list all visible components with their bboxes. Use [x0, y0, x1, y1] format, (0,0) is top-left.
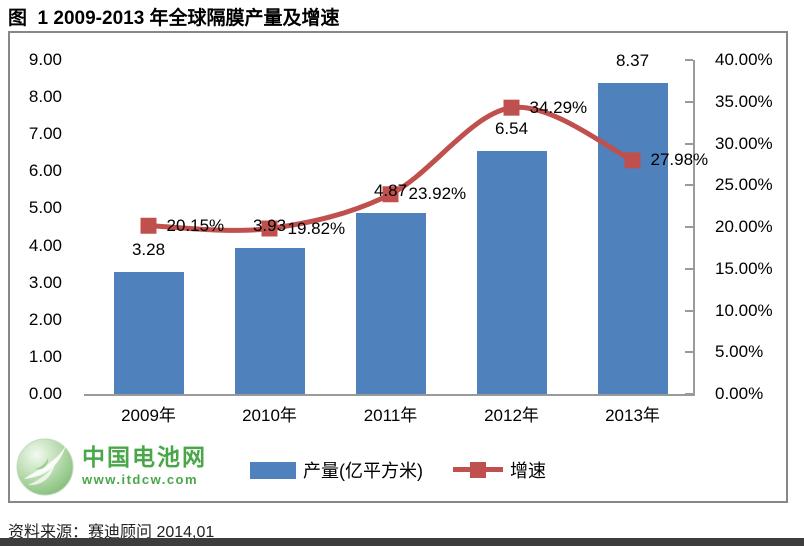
right-axis-tick-label: 40.00%: [715, 50, 773, 69]
legend-label: 产量(亿平方米): [303, 461, 423, 481]
legend-label: 增速: [510, 461, 546, 481]
right-axis-tick: [685, 142, 693, 145]
globe-icon: [16, 438, 74, 496]
chart-area: 0.00 1.00 2.00 3.00 4.00 5.00 6.00 7.00 8.00 9.00…: [8, 31, 788, 503]
watermark-logo: 中国电池网 www.itdcw.com: [16, 438, 207, 496]
production-bar: [234, 248, 305, 394]
left-axis-tick-label: 4.00: [28, 235, 62, 255]
right-axis-tick: [685, 226, 693, 228]
growth-value-label: 27.98%: [650, 150, 709, 170]
watermark-url: www.itdcw.com: [82, 472, 199, 487]
right-axis-tick: [685, 184, 693, 187]
right-axis-line: [693, 60, 695, 396]
left-axis-tick-label: 2.00: [28, 309, 62, 329]
right-axis-tick-label: 0.00%: [715, 384, 764, 403]
x-axis-category-label: 2011年: [363, 406, 418, 425]
right-axis-tick-label: 25.00%: [715, 175, 773, 195]
growth-value-label: 34.29%: [529, 97, 588, 117]
production-bar: [113, 272, 184, 394]
growth-value-label: 19.82%: [287, 218, 346, 238]
bar-value-label: 3.28: [131, 240, 166, 260]
left-axis-tick-label: 1.00: [28, 346, 62, 366]
right-axis-tick-label: 20.00%: [715, 217, 773, 236]
right-axis-tick-label: 30.00%: [715, 133, 773, 153]
legend-item: 产量(亿平方米): [250, 457, 423, 483]
right-axis-tick-label: 15.00%: [715, 258, 773, 278]
left-axis-tick-label: 8.00: [28, 87, 62, 107]
x-axis-category-label: 2012年: [484, 406, 539, 425]
right-axis-tick-label: 10.00%: [715, 300, 773, 320]
x-axis-category-label: 2013年: [605, 406, 660, 425]
right-axis-tick: [685, 351, 693, 354]
x-axis-category-label: 2010年: [242, 406, 297, 425]
left-axis-tick-label: 9.00: [28, 50, 62, 69]
legend-item: 增速: [453, 457, 546, 483]
left-axis-tick-label: 6.00: [28, 161, 62, 181]
bar-value-label: 8.37: [615, 51, 650, 71]
legend-line-marker: [470, 462, 486, 478]
growth-value-label: 20.15%: [166, 215, 225, 235]
right-axis-tick-label: 5.00%: [715, 342, 764, 362]
production-bar: [355, 213, 426, 394]
page-bottom-divider: [0, 538, 804, 546]
right-axis-tick: [685, 59, 693, 61]
production-bar: [597, 83, 668, 394]
growth-line: [148, 104, 634, 233]
right-axis-tick: [685, 267, 693, 270]
growth-marker: [140, 217, 157, 234]
watermark-text: 中国电池网 www.itdcw.com: [82, 438, 207, 487]
left-axis-tick-label: 3.00: [28, 272, 62, 292]
legend-bar-swatch: [250, 461, 296, 479]
left-axis-tick-label: 7.00: [28, 124, 62, 144]
production-bar: [476, 151, 547, 394]
watermark-name: 中国电池网: [82, 444, 207, 470]
x-axis-category-label: 2009年: [121, 406, 176, 425]
figure-title: 图 1 2009-2013 年全球隔膜产量及增速: [8, 8, 340, 29]
right-axis-tick-label: 35.00%: [715, 91, 773, 111]
growth-value-label: 23.92%: [408, 184, 467, 204]
left-axis-tick-label: 5.00: [28, 198, 62, 218]
legend-line-swatch: [453, 462, 503, 478]
right-axis-tick: [685, 100, 693, 103]
x-axis-line: [84, 394, 695, 396]
bar-value-label: 6.54: [494, 119, 529, 139]
left-axis-tick-label: 0.00: [28, 384, 62, 403]
right-axis-tick: [685, 309, 693, 312]
legend: 产量(亿平方米) 增速: [250, 457, 546, 483]
growth-marker: [503, 99, 520, 116]
source-note: 资料来源：赛迪顾问 2014,01: [8, 524, 215, 541]
